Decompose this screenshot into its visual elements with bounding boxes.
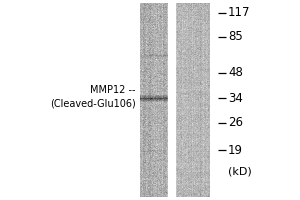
Text: 117: 117 (228, 6, 250, 20)
Text: (kD): (kD) (228, 166, 252, 176)
Text: 48: 48 (228, 66, 243, 79)
Text: MMP12 --: MMP12 -- (91, 85, 136, 95)
Text: 85: 85 (228, 30, 243, 44)
Text: 19: 19 (228, 144, 243, 156)
Text: 26: 26 (228, 116, 243, 130)
Text: (Cleaved-Glu106): (Cleaved-Glu106) (50, 98, 136, 108)
Text: 34: 34 (228, 92, 243, 104)
